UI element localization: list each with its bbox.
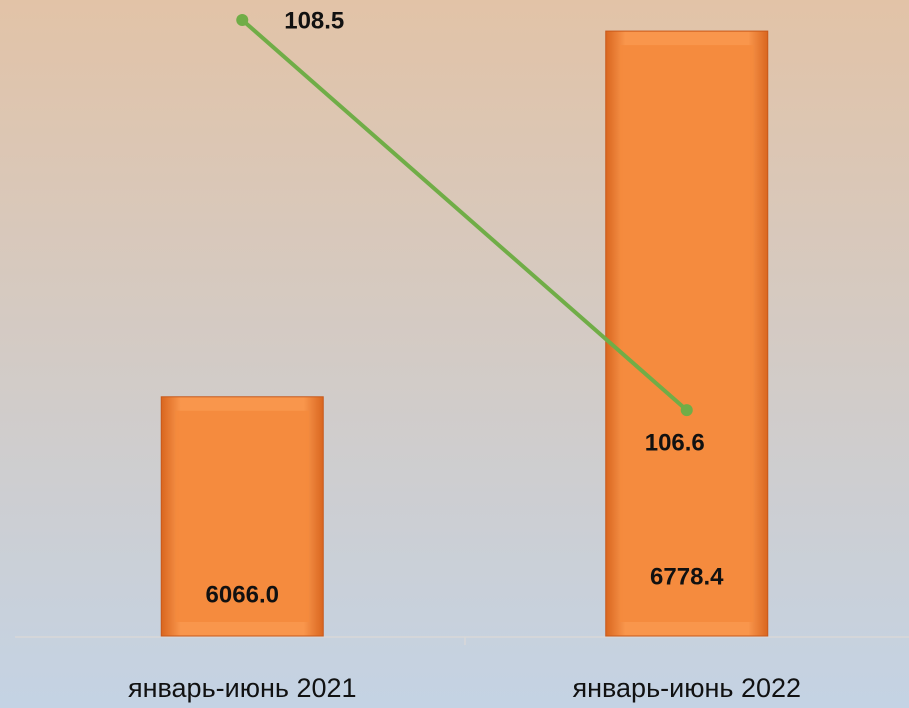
data-label: 6066.0 bbox=[206, 581, 279, 608]
data-label: 106.6 bbox=[645, 429, 705, 456]
data-label: 108.5 bbox=[284, 7, 344, 34]
x-tick-label: январь-июнь 2022 bbox=[572, 673, 801, 703]
x-tick-label: январь-июнь 2021 bbox=[128, 673, 357, 703]
data-label: 6778.4 bbox=[650, 563, 724, 590]
line-point bbox=[680, 404, 693, 417]
bar-face bbox=[619, 45, 754, 622]
line-point bbox=[236, 14, 249, 26]
line bbox=[240, 18, 689, 412]
bar-face bbox=[175, 410, 310, 622]
